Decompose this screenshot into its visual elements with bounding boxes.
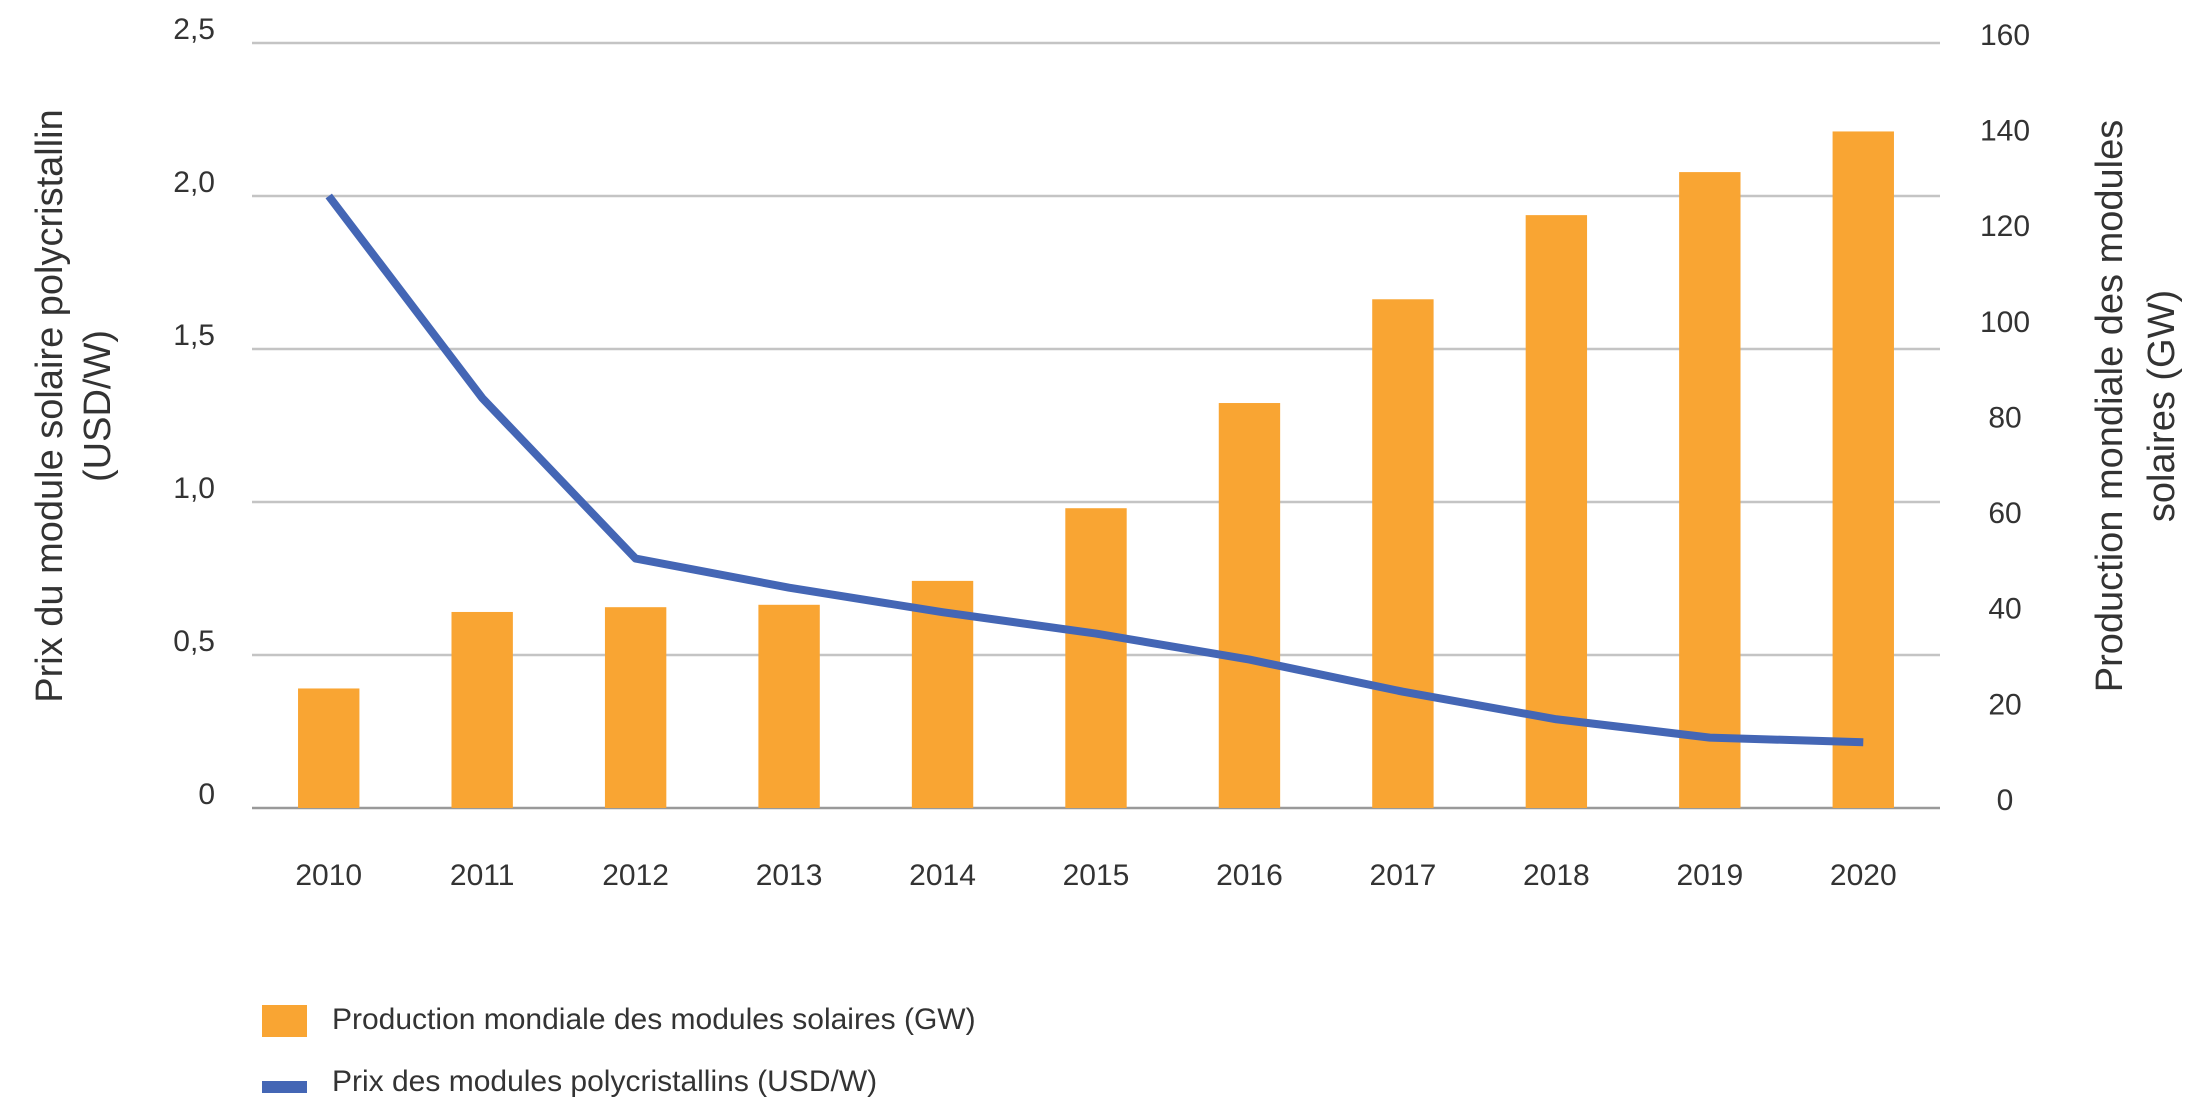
y-tick-label: 0 — [198, 778, 215, 811]
bar — [604, 607, 667, 808]
legend-label: Prix des modules polycristallins (USD/W) — [332, 1065, 877, 1098]
x-tick-label: 2018 — [1523, 859, 1590, 892]
bar — [1372, 299, 1434, 808]
y2-tick-label: 120 — [1980, 210, 2030, 243]
y2-axis-title: Production mondiale des modules solaires… — [2089, 120, 2183, 692]
y-axis-title-line: Prix du module solaire polycristallin — [29, 109, 71, 702]
y2-tick-label: 60 — [1988, 497, 2021, 530]
legend-swatch — [262, 1081, 307, 1093]
x-tick-label: 2010 — [295, 859, 362, 892]
x-tick-label: 2013 — [756, 859, 823, 892]
bar — [1832, 131, 1894, 808]
y-axis-title: Prix du module solaire polycristallin (U… — [29, 109, 119, 702]
y2-tick-label: 0 — [1997, 784, 2014, 817]
y2-tick-label: 20 — [1988, 688, 2021, 721]
y-tick-label: 2,0 — [173, 166, 215, 199]
x-tick-label: 2017 — [1370, 859, 1437, 892]
bar — [1218, 403, 1281, 808]
y2-tick-label: 80 — [1988, 401, 2021, 434]
bar — [298, 688, 360, 808]
x-tick-label: 2012 — [602, 859, 669, 892]
legend-swatch — [262, 1005, 307, 1037]
y-tick-label: 1,5 — [173, 319, 215, 352]
y2-axis-title-line: solaires (GW) — [2141, 290, 2183, 522]
x-tick-label: 2019 — [1676, 859, 1743, 892]
x-tick-label: 2014 — [909, 859, 976, 892]
bar — [1525, 215, 1588, 808]
y2-tick-label: 140 — [1980, 115, 2030, 148]
y2-tick-label: 160 — [1980, 19, 2030, 52]
bar — [758, 604, 820, 808]
y-tick-label: 0,5 — [173, 625, 215, 658]
x-tick-label: 2016 — [1216, 859, 1283, 892]
bar — [1065, 508, 1127, 808]
x-tick-label: 2020 — [1830, 859, 1897, 892]
y-tick-label: 1,0 — [173, 472, 215, 505]
x-tick-label: 2015 — [1063, 859, 1130, 892]
x-tick-label: 2011 — [450, 859, 515, 892]
bar — [451, 611, 513, 808]
line — [325, 193, 1864, 747]
y2-axis-title-line: Production mondiale des modules — [2089, 120, 2131, 692]
y2-tick-label: 100 — [1980, 306, 2030, 339]
y-tick-label: 2,5 — [173, 13, 215, 46]
y-axis-title-line: (USD/W) — [77, 330, 119, 482]
y2-tick-label: 40 — [1988, 593, 2021, 626]
bar — [1679, 172, 1741, 808]
legend-label: Production mondiale des modules solaires… — [332, 1003, 976, 1036]
